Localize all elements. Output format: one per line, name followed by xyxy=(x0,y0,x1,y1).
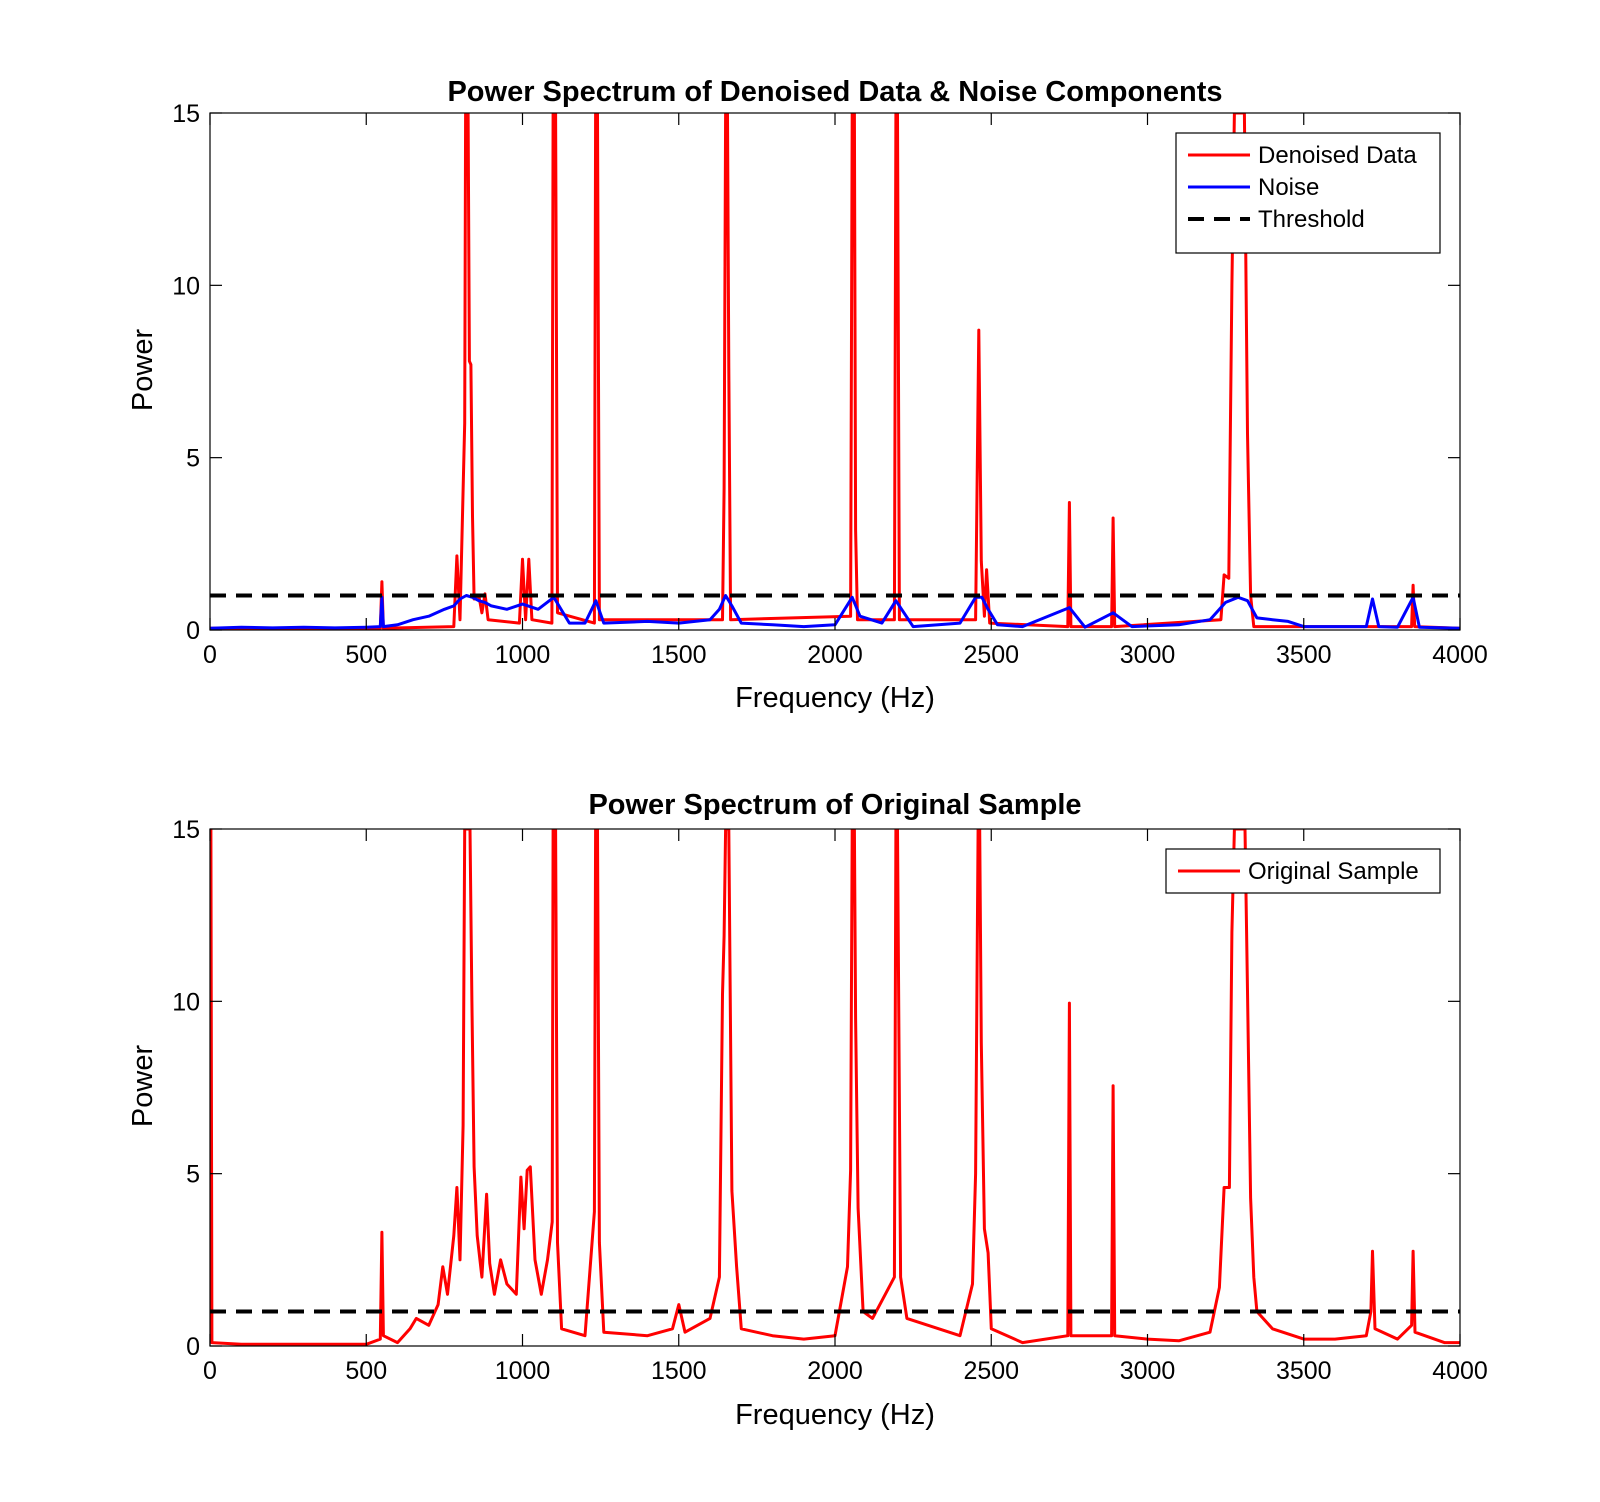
y-tick-label: 5 xyxy=(186,1161,200,1189)
x-tick-label: 3000 xyxy=(1120,641,1176,669)
x-axis-label: Frequency (Hz) xyxy=(735,682,935,714)
legend-label: Denoised Data xyxy=(1258,142,1417,169)
x-tick-label: 500 xyxy=(345,641,387,669)
legend-label: Threshold xyxy=(1258,206,1365,233)
x-tick-label: 2000 xyxy=(807,1357,863,1385)
x-tick-label: 3500 xyxy=(1276,1357,1332,1385)
axes-box xyxy=(209,828,1461,1347)
x-tick-label: 500 xyxy=(345,1357,387,1385)
legend-label: Original Sample xyxy=(1248,858,1419,885)
y-tick-label: 10 xyxy=(172,988,200,1016)
plot-area: 0 500 1000 1500 2000 2500 3000 3500 4000 0 5 10 15 xyxy=(172,100,1488,669)
chart-title: Power Spectrum of Original Sample xyxy=(588,789,1081,821)
chart-original: Power Spectrum of Original Sample Freque… xyxy=(127,789,1488,1431)
x-tick-label: 1000 xyxy=(495,1357,551,1385)
y-tick-label: 5 xyxy=(186,445,200,473)
x-tick-label: 2000 xyxy=(807,641,863,669)
x-tick-label: 3500 xyxy=(1276,641,1332,669)
x-tick-label: 0 xyxy=(203,641,217,669)
y-axis-label: Power xyxy=(127,329,159,412)
x-tick-label: 4000 xyxy=(1432,1357,1488,1385)
x-axis-label: Frequency (Hz) xyxy=(735,1399,935,1431)
series-line-noise xyxy=(210,594,1460,630)
y-tick-label: 15 xyxy=(172,100,200,128)
legend-box xyxy=(1175,132,1441,254)
x-tick-label: 2500 xyxy=(963,641,1019,669)
series-line-original-sample xyxy=(210,829,1460,1346)
legend: Denoised Data Noise Threshold xyxy=(1175,132,1441,254)
series-group xyxy=(210,113,1460,630)
x-tick-label: 1000 xyxy=(495,641,551,669)
x-tick-label: 3000 xyxy=(1120,1357,1176,1385)
series-line-denoised-data xyxy=(210,113,1460,630)
y-axis-label: Power xyxy=(127,1045,159,1128)
legend-box xyxy=(1165,848,1441,894)
legend: Original Sample xyxy=(1165,848,1441,894)
y-tick-label: 0 xyxy=(186,617,200,645)
x-tick-label: 2500 xyxy=(963,1357,1019,1385)
y-tick-label: 0 xyxy=(186,1333,200,1361)
x-tick-label: 0 xyxy=(203,1357,217,1385)
plot-area: 0 500 1000 1500 2000 2500 3000 3500 4000 0 5 10 15 xyxy=(172,816,1488,1385)
x-tick-label: 4000 xyxy=(1432,641,1488,669)
x-tick-label: 1500 xyxy=(651,1357,707,1385)
chart-title: Power Spectrum of Denoised Data & Noise … xyxy=(447,76,1222,108)
y-tick-label: 15 xyxy=(172,816,200,844)
chart-denoised: Power Spectrum of Denoised Data & Noise … xyxy=(127,76,1488,714)
legend-label: Noise xyxy=(1258,174,1319,201)
y-tick-label: 10 xyxy=(172,272,200,300)
x-tick-label: 1500 xyxy=(651,641,707,669)
series-group xyxy=(210,829,1460,1346)
